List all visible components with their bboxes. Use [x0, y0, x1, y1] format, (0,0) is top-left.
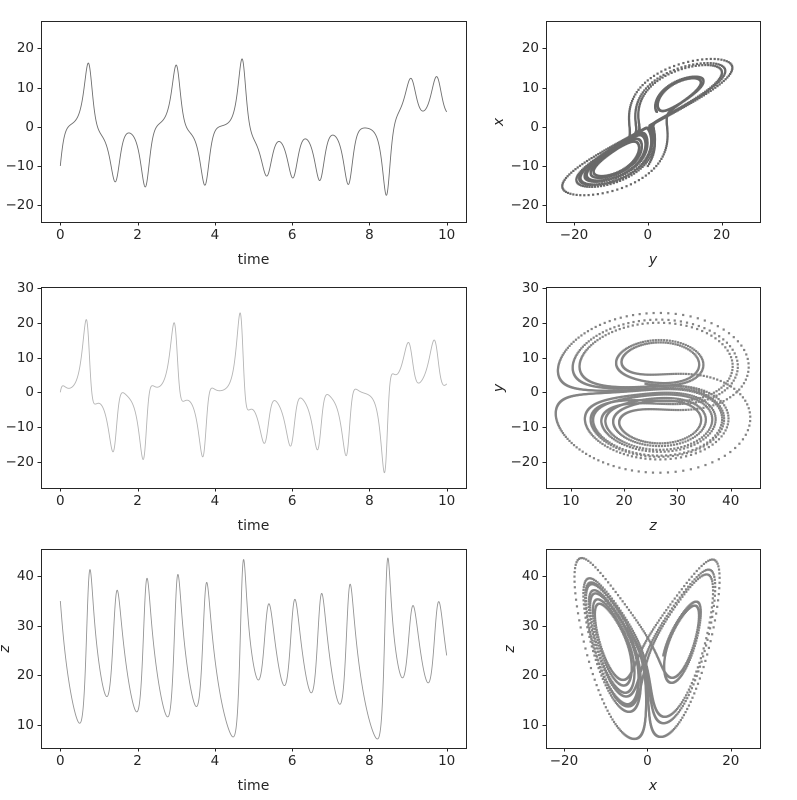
- panel-x-timeseries: [41, 21, 466, 222]
- panel-phase-y-vs-z: [546, 287, 760, 488]
- panel-z-timeseries: [41, 549, 466, 748]
- panel-phase-z-vs-x: [546, 549, 760, 748]
- panel-y-timeseries: [41, 287, 466, 488]
- panel-phase-x-vs-y: [546, 21, 760, 222]
